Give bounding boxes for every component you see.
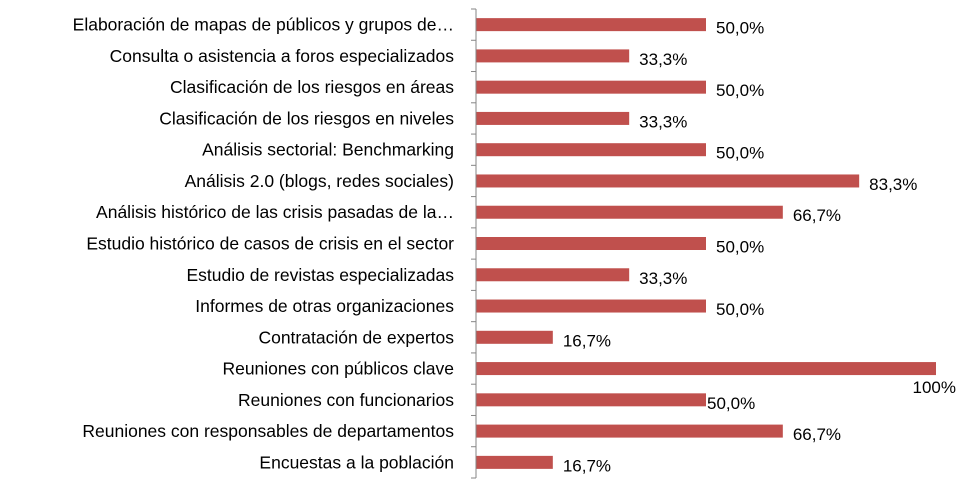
category-label: Estudio histórico de casos de crisis en … bbox=[86, 234, 454, 254]
value-label: 50,0% bbox=[716, 144, 764, 163]
value-label: 16,7% bbox=[563, 456, 611, 475]
bar-1 bbox=[476, 18, 706, 32]
bar-15 bbox=[476, 455, 553, 469]
bar-11 bbox=[476, 330, 553, 344]
category-label: Reuniones con públicos clave bbox=[222, 359, 454, 379]
category-label: Contratación de expertos bbox=[258, 327, 454, 347]
bar-4 bbox=[476, 111, 630, 125]
category-label: Análisis histórico de las crisis pasadas… bbox=[96, 202, 454, 222]
value-label: 50,0% bbox=[707, 394, 755, 413]
category-label: Análisis 2.0 (blogs, redes sociales) bbox=[185, 171, 454, 191]
category-label: Estudio de revistas especializadas bbox=[186, 265, 454, 285]
category-label: Consulta o asistencia a foros especializ… bbox=[110, 46, 455, 66]
value-label: 50,0% bbox=[716, 238, 764, 257]
value-label: 33,3% bbox=[639, 50, 687, 69]
bar-13 bbox=[476, 393, 706, 407]
category-label: Reuniones con funcionarios bbox=[238, 390, 454, 410]
category-label: Encuestas a la población bbox=[259, 452, 454, 472]
category-label: Reuniones con responsables de departamen… bbox=[82, 421, 454, 441]
value-label: 50,0% bbox=[716, 19, 764, 38]
bar-12 bbox=[476, 362, 936, 376]
value-label: 83,3% bbox=[869, 175, 917, 194]
category-label: Informes de otras organizaciones bbox=[195, 296, 454, 316]
bar-9 bbox=[476, 268, 630, 282]
bar-6 bbox=[476, 174, 860, 188]
value-label: 50,0% bbox=[716, 300, 764, 319]
value-label: 33,3% bbox=[639, 112, 687, 131]
bar-2 bbox=[476, 49, 630, 63]
bar-8 bbox=[476, 237, 706, 250]
bar-14 bbox=[476, 424, 783, 438]
bar-10 bbox=[476, 299, 706, 313]
value-label: 33,3% bbox=[639, 269, 687, 288]
bar-3 bbox=[476, 80, 706, 94]
value-label: 100% bbox=[913, 378, 956, 397]
bar-5 bbox=[476, 143, 706, 157]
value-label: 66,7% bbox=[793, 206, 841, 225]
value-label: 16,7% bbox=[563, 331, 611, 350]
category-labels-group: Elaboración de mapas de públicos y grupo… bbox=[73, 15, 455, 473]
bar-7 bbox=[476, 205, 783, 219]
category-label: Análisis sectorial: Benchmarking bbox=[202, 140, 454, 160]
category-label: Clasificación de los riesgos en niveles bbox=[159, 108, 454, 128]
category-label: Elaboración de mapas de públicos y grupo… bbox=[73, 15, 454, 35]
category-label: Clasificación de los riesgos en áreas bbox=[170, 77, 454, 97]
value-label: 66,7% bbox=[793, 425, 841, 444]
value-label: 50,0% bbox=[716, 81, 764, 100]
bars-group bbox=[476, 18, 936, 469]
value-labels-group: 50,0% 33,3% 50,0% 33,3% 50,0% 83,3% 66,7% 50,0%… bbox=[563, 19, 956, 476]
